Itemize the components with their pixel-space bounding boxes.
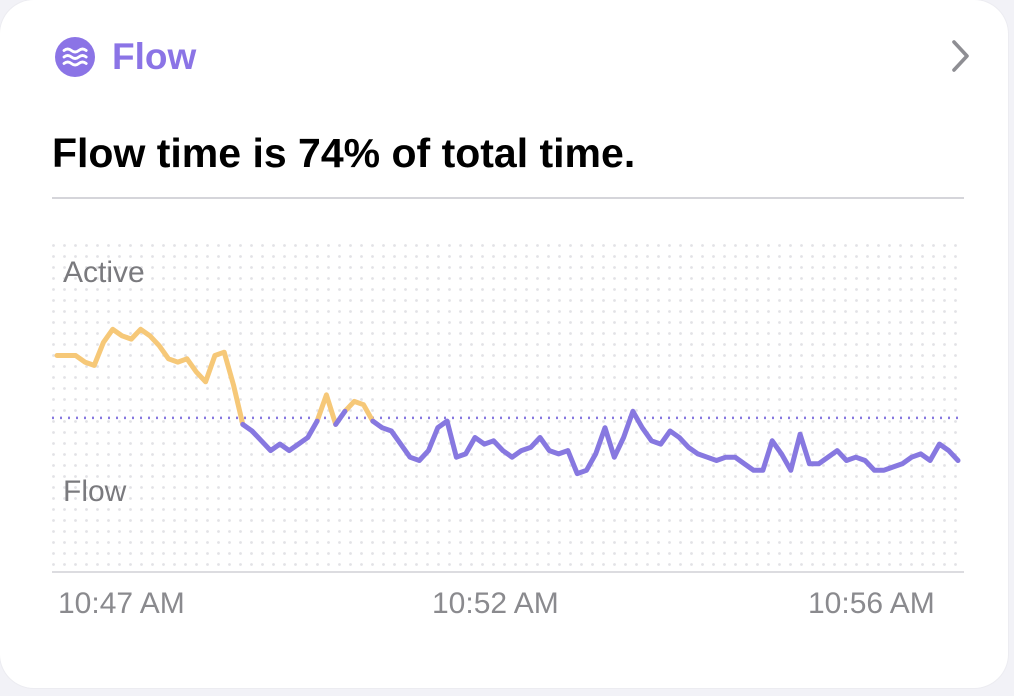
divider [52,197,964,199]
chevron-right-icon[interactable] [950,38,972,74]
flow-segment-line [240,408,961,477]
x-tick-label: 10:52 AM [432,587,559,620]
headline: Flow time is 74% of total time. [52,130,636,176]
card-header: Flow [54,34,196,80]
band-label-flow: Flow [63,475,127,508]
card-title: Flow [112,36,197,77]
chart-dot-grid [52,244,964,572]
wave-icon [55,37,95,77]
x-tick-label: 10:56 AM [808,587,935,620]
active-segment-line [54,326,376,427]
band-label-active: Active [63,256,145,289]
x-tick-label: 10:47 AM [58,587,185,620]
